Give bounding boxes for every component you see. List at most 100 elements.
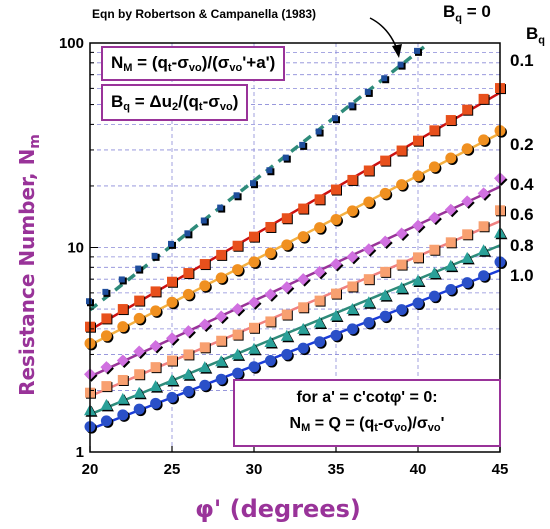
point-bq-1-0 bbox=[379, 310, 391, 322]
y-tick-label: 100 bbox=[59, 35, 84, 52]
note2-b: = Q = (q bbox=[310, 415, 375, 432]
legend-title-sub: q bbox=[538, 34, 546, 47]
point-bq-0-2 bbox=[232, 264, 244, 276]
point-bq-0 bbox=[282, 154, 289, 161]
bq-equation-box: Bq = Δu2/(qt-σvo) bbox=[101, 84, 249, 121]
point-bq-0-1 bbox=[216, 249, 227, 260]
point-bq-0-8 bbox=[116, 392, 129, 404]
eq2-b-sub: 2 bbox=[172, 101, 179, 113]
point-bq-0-4 bbox=[346, 250, 359, 263]
point-bq-0-8 bbox=[264, 336, 277, 348]
eq1-e: '+a') bbox=[242, 53, 276, 72]
x-tick-label: 45 bbox=[492, 461, 509, 478]
point-bq-0-4 bbox=[215, 310, 228, 323]
eq1-d-sub: vo bbox=[229, 62, 243, 74]
point-bq-0-2 bbox=[314, 222, 326, 234]
bq-label-0-4: 0.4 bbox=[510, 175, 534, 194]
point-bq-0 bbox=[200, 217, 207, 224]
point-bq-0-1 bbox=[101, 313, 112, 324]
point-bq-0 bbox=[135, 265, 142, 272]
point-bq-0-8 bbox=[346, 303, 359, 315]
point-bq-0-6 bbox=[429, 244, 440, 255]
source-label: Eqn by Robertson & Campanella (1983) bbox=[92, 7, 317, 21]
eq1-a-sub: M bbox=[123, 62, 133, 74]
point-bq-0-8 bbox=[198, 361, 211, 373]
eq2-d-sub: vo bbox=[219, 101, 233, 113]
eq1-c: -σ bbox=[171, 53, 189, 72]
point-bq-0-6 bbox=[265, 316, 276, 327]
point-bq-0-2 bbox=[248, 256, 260, 268]
eq1-b-sub: t bbox=[167, 62, 172, 74]
point-bq-0-4 bbox=[461, 195, 474, 208]
point-bq-0-1 bbox=[134, 295, 145, 306]
legend-title: Bq bbox=[526, 24, 545, 46]
point-bq-0-8 bbox=[330, 309, 342, 321]
note2-c-sub: vo bbox=[394, 422, 408, 434]
point-bq-0-8 bbox=[362, 296, 375, 308]
y-axis-title-sub: m bbox=[27, 134, 43, 149]
point-bq-0 bbox=[217, 204, 224, 211]
point-bq-1-0 bbox=[461, 277, 473, 289]
point-bq-0-4 bbox=[477, 187, 490, 200]
point-bq-1-0 bbox=[396, 304, 408, 316]
point-bq-0-4 bbox=[198, 318, 211, 331]
point-bq-0-4 bbox=[428, 211, 441, 224]
x-tick-label: 40 bbox=[410, 461, 427, 478]
point-bq-0-6 bbox=[281, 309, 292, 320]
trend-line-bq-0-4 bbox=[89, 185, 501, 378]
point-bq-0-4 bbox=[264, 288, 277, 301]
point-bq-0-1 bbox=[445, 115, 456, 126]
eq2-a-sub: q bbox=[123, 101, 131, 113]
point-bq-1-0 bbox=[281, 348, 293, 360]
nm-equation-box: NM = (qt-σvo)/(σvo'+a') bbox=[101, 46, 286, 81]
point-bq-0-2 bbox=[346, 205, 358, 217]
note-line-1: for a' = c'cotφ' = 0: bbox=[296, 389, 438, 406]
note2-d: )/σ bbox=[407, 415, 428, 432]
point-bq-0-1 bbox=[363, 165, 374, 176]
bq-label-0-6: 0.6 bbox=[510, 205, 534, 224]
point-bq-0-4 bbox=[149, 339, 162, 352]
point-bq-0-6 bbox=[363, 274, 374, 285]
point-bq-0 bbox=[184, 230, 191, 237]
bq-label-1-0: 1.0 bbox=[510, 266, 534, 285]
bq-zero-value: = 0 bbox=[462, 2, 491, 21]
eq2-c: /(q bbox=[178, 92, 199, 111]
point-bq-0-2 bbox=[412, 170, 424, 182]
point-bq-0-4 bbox=[280, 281, 293, 294]
point-bq-0-6 bbox=[314, 295, 325, 306]
eq2-b: = Δu bbox=[130, 92, 172, 111]
eq2-c-sub: t bbox=[198, 101, 203, 113]
point-bq-0-4 bbox=[182, 325, 195, 338]
note2-a: N bbox=[289, 415, 302, 432]
point-bq-0-6 bbox=[396, 259, 407, 270]
note2-e: ' bbox=[440, 415, 445, 432]
point-bq-0-8 bbox=[133, 386, 146, 398]
point-bq-0-4 bbox=[133, 345, 146, 358]
point-bq-1-0 bbox=[363, 316, 375, 328]
point-bq-0 bbox=[414, 47, 420, 54]
point-bq-0-6 bbox=[150, 362, 161, 373]
point-bq-0-4 bbox=[297, 273, 310, 286]
axis-ticks: 20 25 30 35 40 45 1 10 100 bbox=[59, 35, 508, 478]
point-bq-0-2 bbox=[330, 214, 342, 226]
bq-zero-label: Bq = 0 bbox=[443, 2, 491, 24]
point-bq-0-1 bbox=[462, 104, 473, 115]
point-bq-0-2 bbox=[133, 312, 145, 324]
point-bq-0-6 bbox=[167, 355, 177, 366]
point-bq-0-1 bbox=[265, 221, 276, 232]
point-bq-0-2 bbox=[461, 143, 473, 155]
point-bq-1-0 bbox=[100, 415, 112, 427]
eq2-e: ) bbox=[232, 92, 239, 111]
point-bq-0-1 bbox=[314, 194, 325, 205]
point-bq-0 bbox=[315, 128, 322, 135]
point-bq-1-0 bbox=[264, 355, 276, 367]
point-bq-0-2 bbox=[363, 196, 375, 208]
point-bq-1-0 bbox=[248, 361, 260, 373]
point-bq-1-0 bbox=[166, 391, 178, 403]
point-bq-0-6 bbox=[380, 266, 391, 277]
point-bq-0-6 bbox=[347, 281, 358, 292]
point-bq-0-8 bbox=[412, 274, 424, 286]
x-tick-label: 30 bbox=[246, 461, 263, 478]
x-tick-label: 25 bbox=[164, 461, 181, 478]
